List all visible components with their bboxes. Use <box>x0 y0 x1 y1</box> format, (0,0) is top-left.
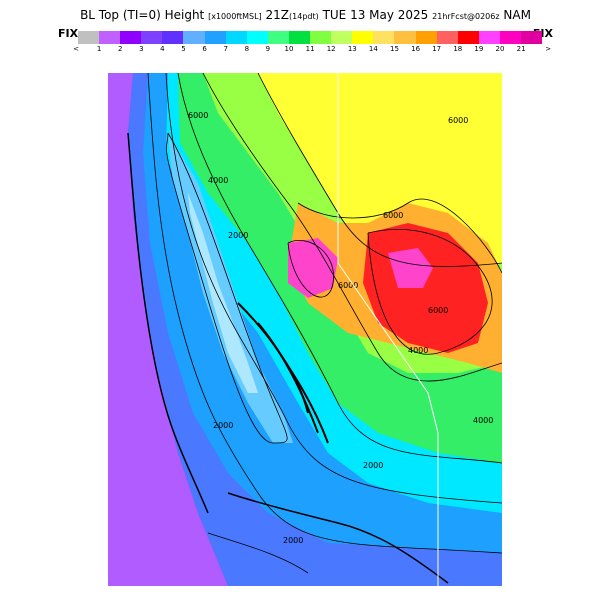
contour-line <box>166 132 288 444</box>
contour-label: 4000 <box>408 346 428 355</box>
central-valley <box>168 133 293 443</box>
central-valley-core <box>188 193 258 393</box>
scale-tick-label: 20 <box>495 45 505 53</box>
fix-label-left: FIX <box>58 27 79 40</box>
contour-line <box>227 492 449 584</box>
scale-swatch <box>394 31 416 44</box>
contour-line <box>367 229 493 355</box>
scale-swatch <box>99 31 121 44</box>
color-scale-ticks: <1 2 3 4 5 6 7 8 9 10 11 12 13 14 15 16 17 18 19 20 21 > <box>68 45 551 57</box>
valid-time: 21Z <box>265 8 290 22</box>
scale-swatch <box>78 31 100 44</box>
scale-tick-label: 12 <box>326 45 336 53</box>
scale-swatch <box>162 31 184 44</box>
scale-swatch <box>310 31 332 44</box>
contour-label: 6000 <box>188 111 208 120</box>
contour-lines <box>127 73 502 584</box>
contour-line <box>297 198 502 274</box>
scale-swatch <box>352 31 374 44</box>
scale-tick-label: 3 <box>139 45 144 53</box>
scale-tick-label: 7 <box>223 45 228 53</box>
scale-swatch <box>436 31 458 44</box>
scale-tick-label: > <box>545 45 552 53</box>
scale-tick-label: 11 <box>305 45 315 53</box>
scale-tick-label: 15 <box>390 45 399 53</box>
valid-date: TUE 13 May 2025 <box>322 8 429 22</box>
contour-line <box>272 342 329 444</box>
scale-swatch <box>373 31 395 44</box>
contour-label: 6000 <box>383 211 403 220</box>
contour-label: 4000 <box>208 176 228 185</box>
scale-tick-label: 13 <box>347 45 357 53</box>
scale-tick-label: 6 <box>202 45 207 53</box>
scale-tick-label: 16 <box>411 45 421 53</box>
scale-swatch <box>120 31 142 44</box>
scale-swatch <box>520 31 543 44</box>
scale-swatch <box>204 31 226 44</box>
scale-swatch <box>141 31 163 44</box>
scale-swatch <box>478 31 500 44</box>
scale-swatch <box>288 31 311 44</box>
model-name: NAM <box>503 8 531 22</box>
scale-swatch <box>331 31 353 44</box>
contour-label: 2000 <box>213 421 233 430</box>
scale-tick-label: 8 <box>244 45 250 53</box>
contour-line <box>207 532 309 574</box>
contour-line <box>202 73 502 382</box>
scale-swatch <box>225 31 247 44</box>
scale-swatch <box>415 31 437 44</box>
state-borders <box>337 73 439 586</box>
scale-swatch <box>183 31 205 44</box>
contour-label: 6000 <box>428 306 448 315</box>
scale-tick-label: 2 <box>117 45 123 53</box>
product-name: BL Top (TI=0) Height <box>80 8 205 22</box>
scale-tick-label: 5 <box>181 45 186 53</box>
scale-tick-label: < <box>73 45 79 53</box>
forecast-label: 21hrFcst@0206z <box>432 12 500 21</box>
map-svg: 6000 4000 2000 6000 6000 6000 4000 2000 … <box>108 73 502 586</box>
contour-line <box>257 322 319 434</box>
contour-label-group: 6000 4000 2000 6000 6000 6000 4000 2000 … <box>188 111 493 545</box>
scale-tick-label: 14 <box>368 45 378 53</box>
contour-label: 4000 <box>473 416 493 425</box>
contour-line <box>177 73 502 464</box>
contour-label: 6000 <box>448 116 468 125</box>
contour-label: 2000 <box>228 231 248 240</box>
scale-tick-label: 4 <box>160 45 165 53</box>
scale-swatch <box>457 31 479 44</box>
scale-tick-label: 10 <box>284 45 294 53</box>
magenta-core-east <box>388 248 433 288</box>
color-scale <box>78 31 543 44</box>
border-line <box>337 73 439 434</box>
scale-tick-label: 17 <box>432 45 442 53</box>
scale-tick-label: 18 <box>453 45 463 53</box>
contour-line <box>147 73 502 554</box>
scale-tick-label: 21 <box>516 45 526 53</box>
contour-label: 6000 <box>338 281 358 290</box>
scale-swatch <box>246 31 268 44</box>
scale-tick-label: 1 <box>96 45 102 53</box>
offshore-band <box>108 73 228 586</box>
contour-line <box>127 132 209 514</box>
contour-label: 2000 <box>283 536 303 545</box>
scale-swatch <box>499 31 521 44</box>
chart-title: BL Top (TI=0) Height [x1000ftMSL] 21Z(14… <box>0 8 611 22</box>
local-time: (14pdt) <box>289 12 319 21</box>
units-label: [x1000ftMSL] <box>208 12 262 21</box>
contour-label: 2000 <box>363 461 383 470</box>
contour-line <box>165 73 502 504</box>
map-panel: 6000 4000 2000 6000 6000 6000 4000 2000 … <box>108 73 502 586</box>
contour-line <box>287 240 334 298</box>
scale-tick-label: 9 <box>265 45 271 53</box>
scale-tick-label: 19 <box>474 45 484 53</box>
scale-swatch <box>267 31 289 44</box>
